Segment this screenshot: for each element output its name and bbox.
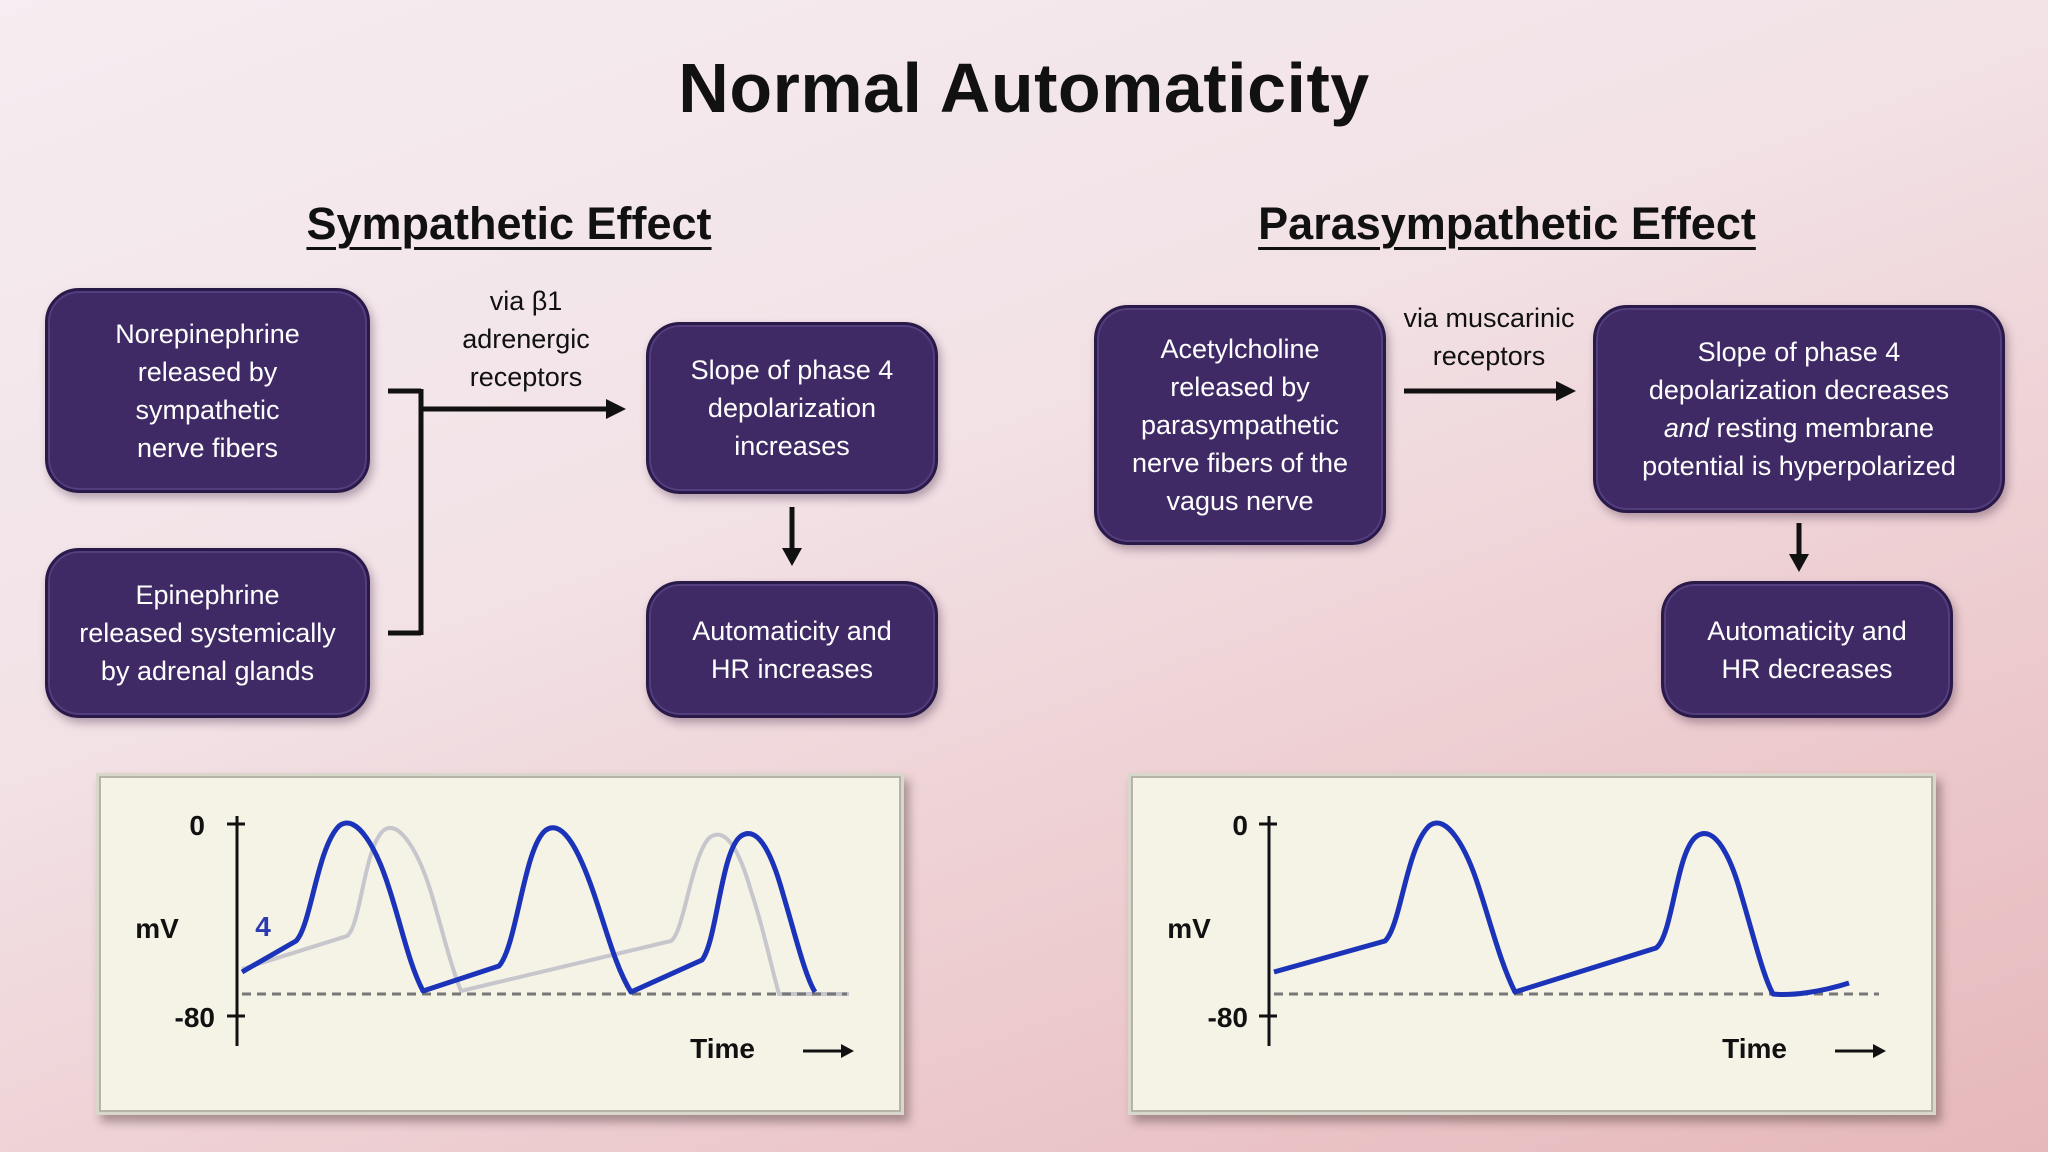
receptor-label-line-2: adrenergic — [462, 324, 590, 354]
x-axis-label: Time — [690, 1033, 755, 1064]
sympathetic-arrow-head — [606, 399, 626, 419]
slide-title: Normal Automaticity — [678, 49, 1370, 127]
parasympathetic-plot-svg: 0 -80 mV Time — [1167, 810, 1886, 1064]
norepinephrine-line-4: nerve fibers — [136, 432, 279, 463]
phase-4-label: 4 — [255, 911, 271, 942]
sympathetic-result-line-2: HR increases — [710, 653, 874, 684]
acetylcholine-line-1: Acetylcholine — [1160, 334, 1320, 364]
sympathetic-slope-line-2: depolarization — [707, 393, 877, 423]
x-axis-label: Time — [1722, 1033, 1787, 1064]
norepinephrine-line-1: Norepinephrine — [115, 318, 300, 349]
sympathetic-bracket — [388, 388, 612, 636]
baseline-rate-trace — [241, 826, 849, 996]
epinephrine-box: Epinephrine released systemically by adr… — [45, 548, 370, 718]
epinephrine-line-1: Epinephrine — [135, 580, 280, 610]
parasympathetic-down-arrow — [1789, 554, 1809, 572]
parasympathetic-result-line-2: HR decreases — [1721, 653, 1893, 684]
parasympathetic-heading: Parasympathetic Effect — [1258, 198, 1756, 249]
sympathetic-result-line-1: Automaticity and — [692, 615, 892, 646]
acetylcholine-line-2: released by — [1170, 372, 1310, 402]
parasympathetic-action-potential-plot: 0 -80 mV Time — [1128, 773, 1936, 1115]
parasympathetic-slope-line-4: potential is hyperpolarized — [1642, 451, 1956, 481]
acetylcholine-line-3: parasympathetic — [1140, 410, 1340, 440]
y-axis-unit: mV — [1167, 913, 1211, 944]
parasympathetic-slope-box: Slope of phase 4 depolarization decrease… — [1593, 305, 2005, 513]
acetylcholine-line-4: nerve fibers of the — [1131, 448, 1349, 478]
and-italic-text: and — [1663, 413, 1709, 443]
resting-membrane-text: resting membrane — [1708, 413, 1935, 443]
beta1-receptor-label: via β1 adrenergic receptors — [462, 282, 590, 396]
decreased-rate-trace — [1273, 820, 1850, 997]
sympathetic-slope-line-1: Slope of phase 4 — [690, 355, 894, 385]
parasympathetic-result-line-1: Automaticity and — [1707, 615, 1907, 646]
epinephrine-line-3: by adrenal glands — [100, 656, 315, 686]
epinephrine-line-2: released systemically — [79, 618, 336, 648]
sympathetic-down-arrow — [782, 548, 802, 566]
sympathetic-result-box: Automaticity and HR increases — [646, 581, 938, 718]
sympathetic-slope-box: Slope of phase 4 depolarization increase… — [646, 322, 938, 494]
norepinephrine-line-2: released by — [137, 356, 278, 387]
parasympathetic-arrow-head — [1556, 381, 1576, 401]
increased-rate-trace — [240, 820, 818, 995]
parasympathetic-slope-line-2: depolarization decreases — [1648, 375, 1950, 405]
y-axis-top-label: 0 — [1232, 810, 1248, 841]
muscarinic-label-line-1: via muscarinic — [1403, 303, 1575, 333]
sympathetic-heading: Sympathetic Effect — [306, 198, 712, 249]
muscarinic-receptor-label: via muscarinic receptors — [1403, 299, 1574, 375]
y-axis-bottom-label: -80 — [1208, 1002, 1248, 1033]
sympathetic-plot-svg: 0 -80 mV 4 Time — [135, 810, 854, 1064]
sympathetic-action-potential-plot: 0 -80 mV 4 Time — [96, 773, 904, 1115]
norepinephrine-box: Norepinephrine released by sympathetic n… — [45, 288, 370, 493]
acetylcholine-line-5: vagus nerve — [1166, 486, 1314, 516]
acetylcholine-box: Acetylcholine released by parasympatheti… — [1094, 305, 1386, 545]
y-axis-top-label: 0 — [189, 810, 205, 841]
norepinephrine-line-3: sympathetic — [135, 394, 280, 425]
parasympathetic-result-box: Automaticity and HR decreases — [1661, 581, 1953, 718]
muscarinic-label-line-2: receptors — [1432, 341, 1546, 371]
parasympathetic-slope-line-3: and resting membrane — [1642, 409, 1956, 447]
sympathetic-slope-line-3: increases — [734, 431, 850, 461]
receptor-label-line-3: receptors — [469, 362, 583, 392]
receptor-label-line-1: via β1 — [489, 286, 563, 316]
y-axis-bottom-label: -80 — [175, 1002, 215, 1033]
parasympathetic-slope-line-1: Slope of phase 4 — [1697, 337, 1901, 367]
y-axis-unit: mV — [135, 913, 179, 944]
